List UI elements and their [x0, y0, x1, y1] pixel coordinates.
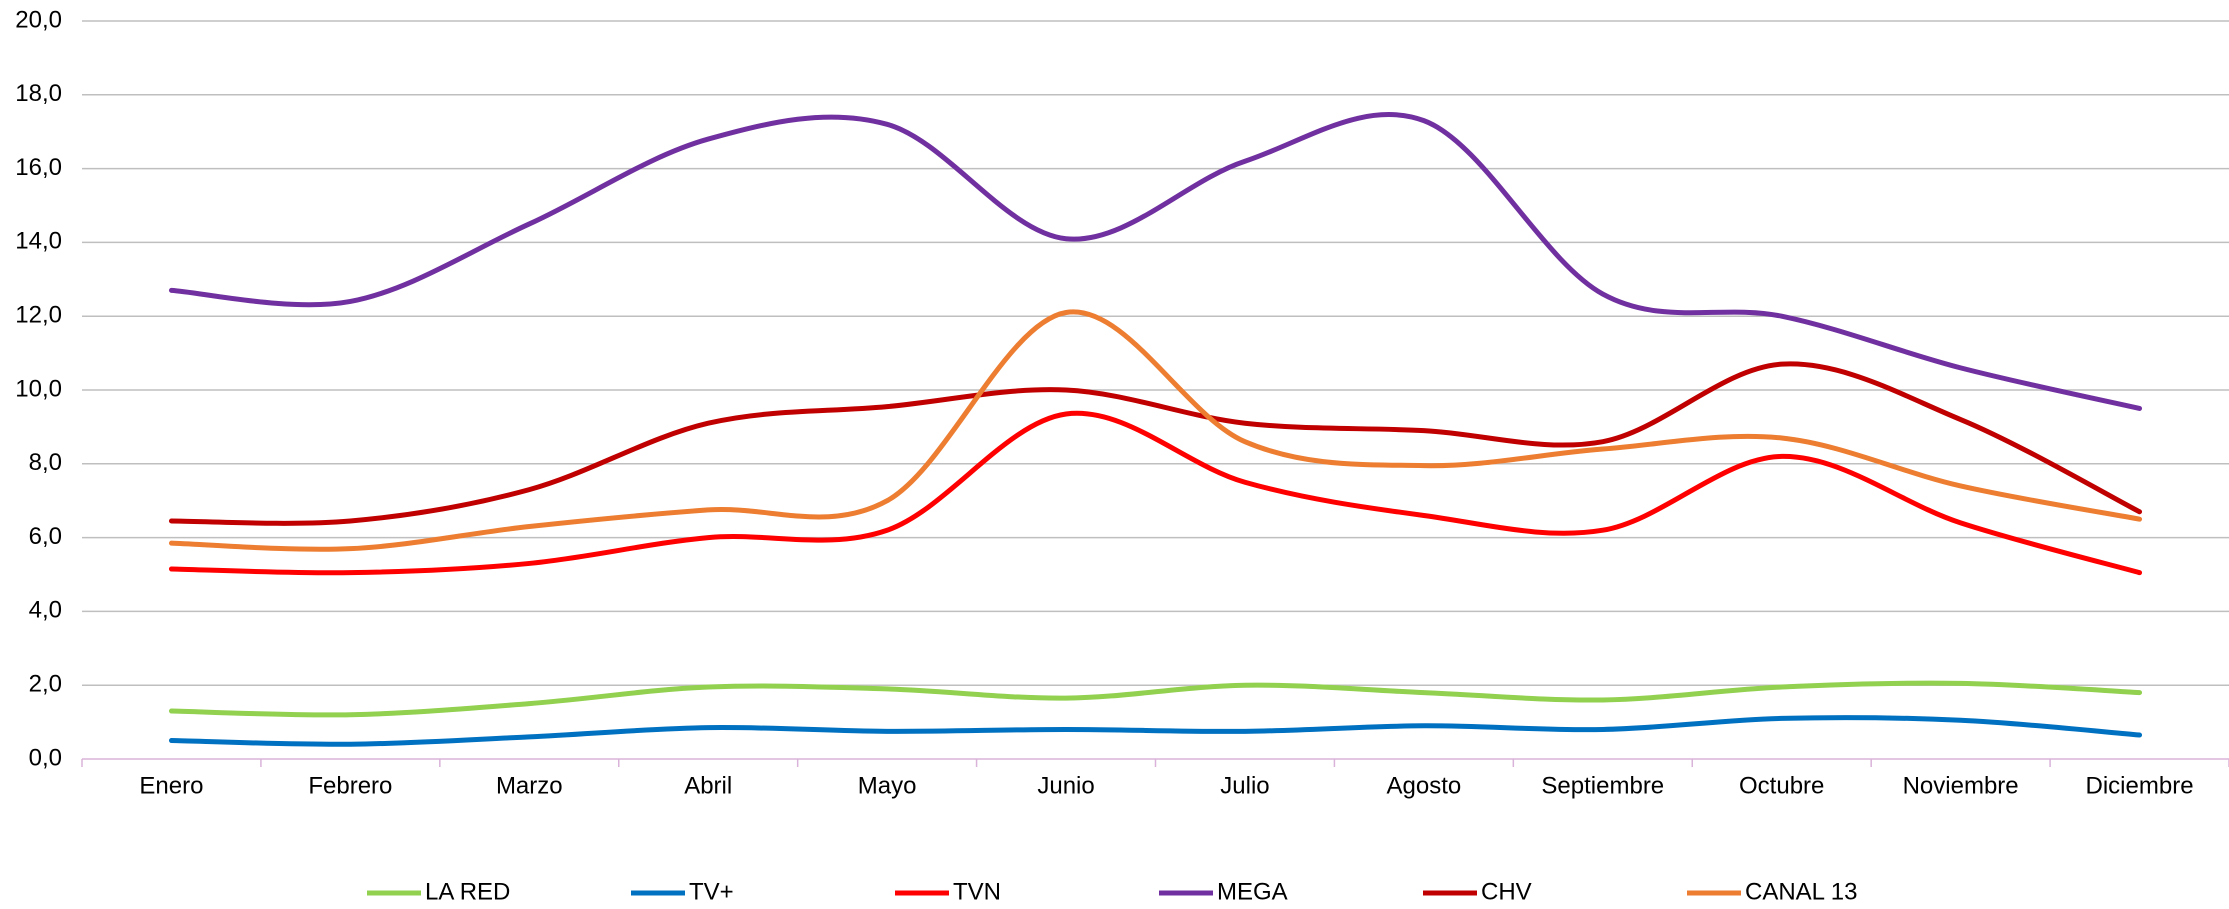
legend-label: MEGA [1217, 878, 1288, 905]
x-tick-label: Junio [1037, 772, 1094, 799]
x-tick-label: Enero [139, 772, 203, 799]
x-tick-label: Agosto [1387, 772, 1462, 799]
y-tick-label: 16,0 [15, 154, 62, 181]
series-line [168, 361, 2143, 526]
legend-label: TV+ [689, 878, 734, 905]
series-line [168, 111, 2143, 411]
x-tick-label: Julio [1220, 772, 1269, 799]
y-tick-label: 4,0 [29, 597, 62, 624]
x-tick-label: Noviembre [1903, 772, 2019, 799]
legend-label: TVN [953, 878, 1001, 905]
x-tick-label: Mayo [858, 772, 917, 799]
series-line [168, 309, 2143, 552]
x-tick-label: Septiembre [1541, 772, 1664, 799]
y-tick-label: 8,0 [29, 449, 62, 476]
y-tick-label: 20,0 [15, 6, 62, 33]
x-tick-label: Octubre [1739, 772, 1824, 799]
x-tick-label: Abril [684, 772, 732, 799]
legend-label: LA RED [425, 878, 510, 905]
x-tick-label: Febrero [308, 772, 392, 799]
y-tick-label: 0,0 [29, 744, 62, 771]
y-tick-label: 2,0 [29, 671, 62, 698]
y-tick-label: 6,0 [29, 523, 62, 550]
y-tick-label: 18,0 [15, 80, 62, 107]
legend-label: CANAL 13 [1745, 878, 1858, 905]
x-tick-label: Diciembre [2086, 772, 2194, 799]
y-tick-label: 12,0 [15, 302, 62, 329]
x-tick-label: Marzo [496, 772, 563, 799]
y-tick-label: 10,0 [15, 375, 62, 402]
y-tick-label: 14,0 [15, 228, 62, 255]
series-line [168, 410, 2143, 576]
legend-label: CHV [1481, 878, 1532, 905]
series-line [168, 715, 2143, 747]
series-line [168, 680, 2143, 718]
